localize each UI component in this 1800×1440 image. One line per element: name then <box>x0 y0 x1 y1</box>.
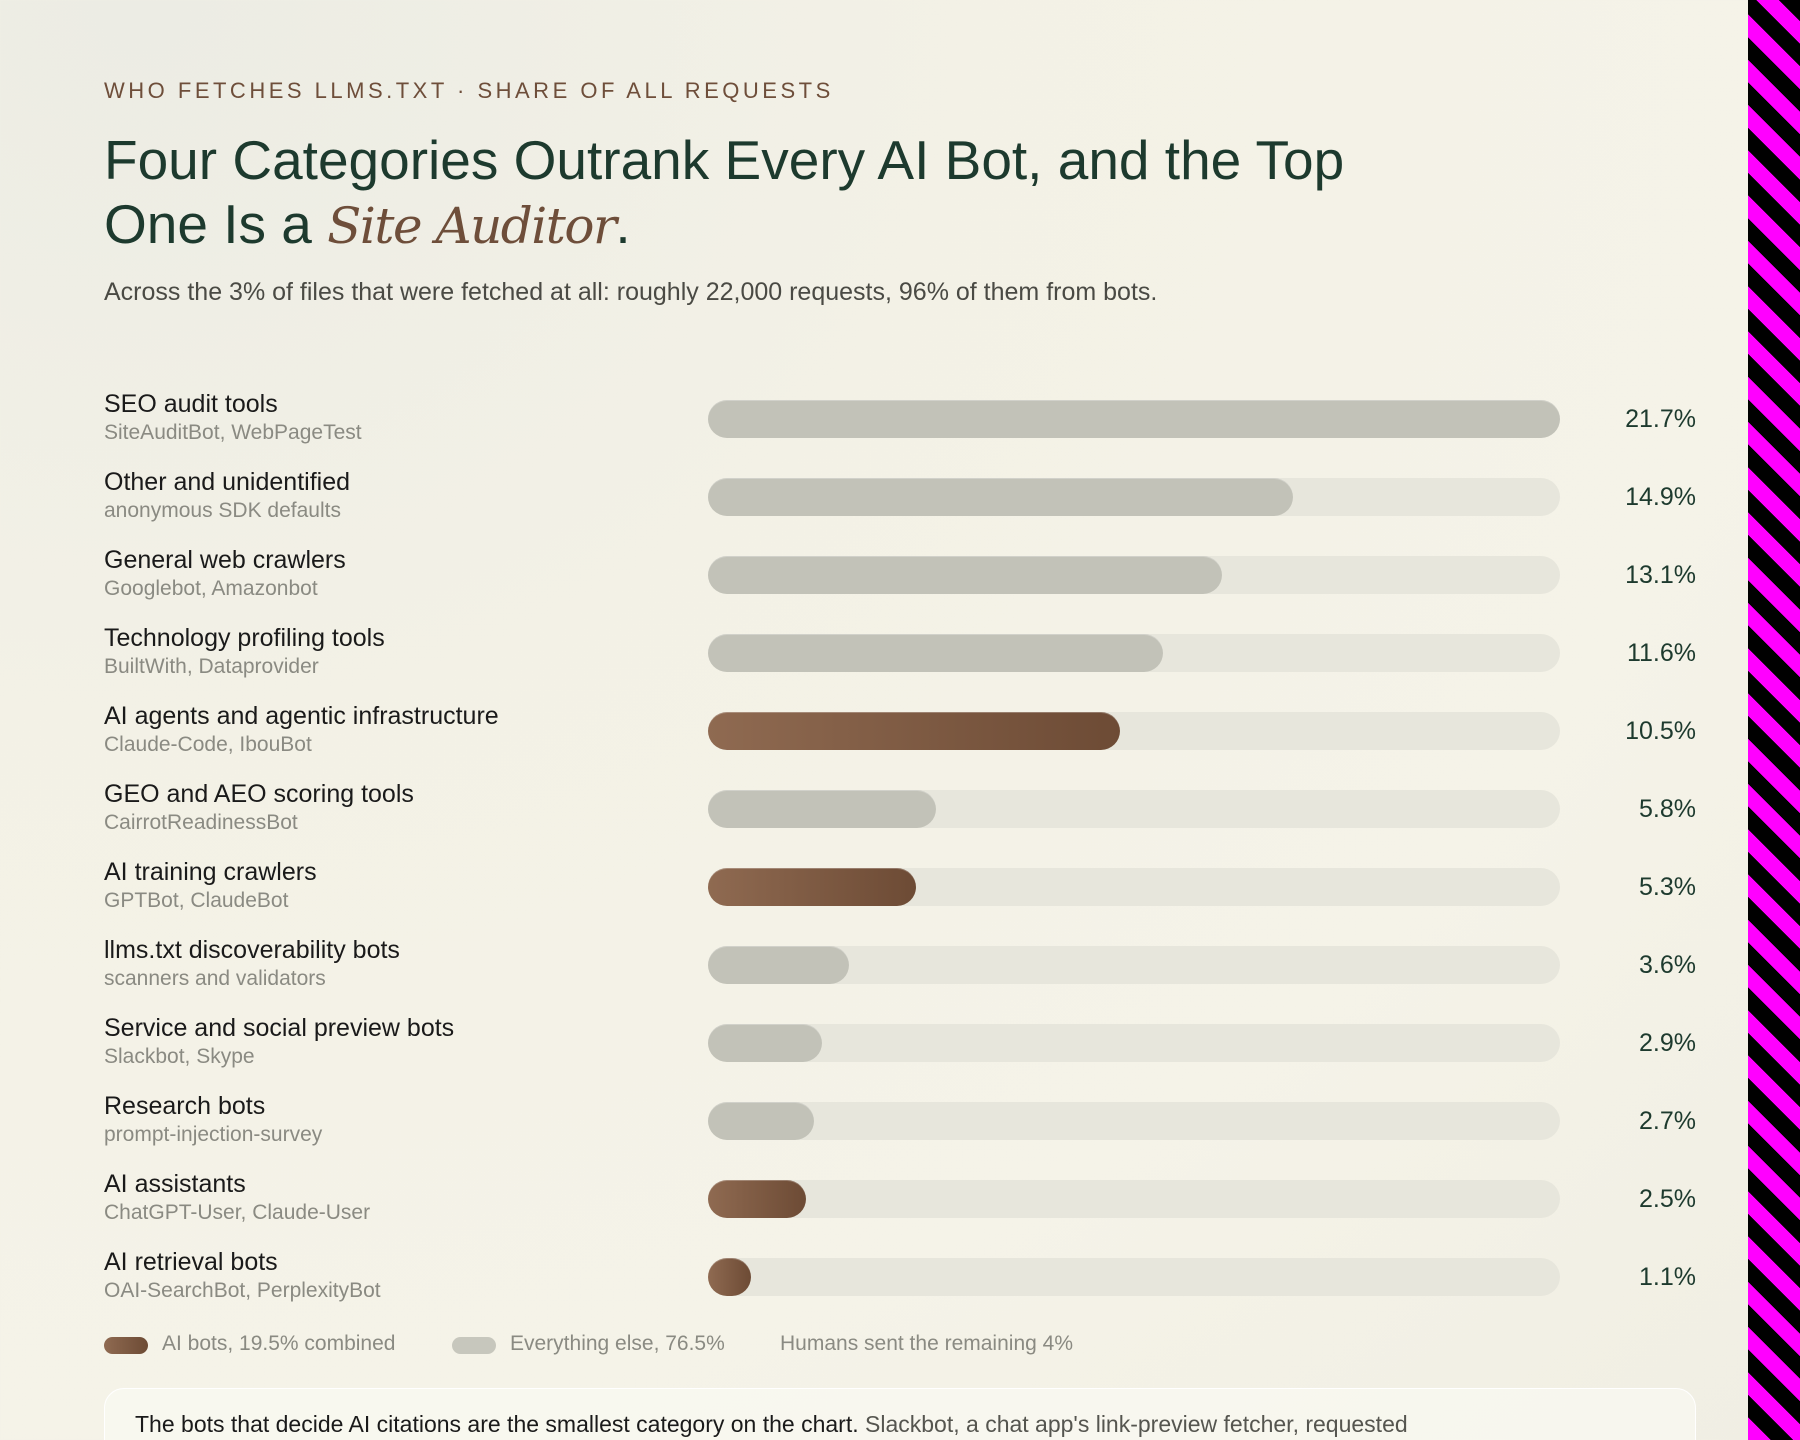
value-label: 1.1% <box>1639 1263 1696 1291</box>
bar-row: Research bots prompt-injection-survey 2.7% <box>104 1090 1696 1168</box>
category-examples: SiteAuditBot, WebPageTest <box>104 421 362 444</box>
value-label: 5.8% <box>1639 795 1696 823</box>
bar-other <box>708 1102 814 1140</box>
bar-row: AI assistants ChatGPT-User, Claude-User 2.… <box>104 1168 1696 1246</box>
value-label: 3.6% <box>1639 951 1696 979</box>
category-label: Other and unidentified <box>104 468 351 496</box>
category-label: AI retrieval bots <box>104 1248 278 1276</box>
legend-swatch-ai <box>104 1337 148 1354</box>
category-label: Research bots <box>104 1092 266 1120</box>
bar-other <box>708 946 850 984</box>
value-label: 5.3% <box>1639 873 1696 901</box>
category-label: Technology profiling tools <box>104 624 385 652</box>
category-examples: CairrotReadinessBot <box>104 811 298 834</box>
bar-other <box>708 556 1223 594</box>
bar-row: Technology profiling tools BuiltWith, Dat… <box>104 622 1696 700</box>
category-label: General web crawlers <box>104 546 346 574</box>
chart-subtitle: Across the 3% of files that were fetched… <box>104 278 1158 306</box>
bar-other <box>708 1024 822 1062</box>
bar-track <box>708 1180 1560 1218</box>
value-label: 13.1% <box>1625 561 1696 589</box>
bar-row: General web crawlers Googlebot, Amazonbot… <box>104 544 1696 622</box>
bar-row: SEO audit tools SiteAuditBot, WebPageTest… <box>104 388 1696 466</box>
value-label: 14.9% <box>1625 483 1696 511</box>
category-examples: ChatGPT-User, Claude-User <box>104 1201 371 1224</box>
category-examples: prompt-injection-survey <box>104 1123 323 1146</box>
bar-ai <box>708 868 917 906</box>
title-main-text: Four Categories Outrank Every AI Bot, an… <box>104 129 1345 255</box>
bar-track <box>708 946 1560 984</box>
bar-track <box>708 1258 1560 1296</box>
bar-track <box>708 868 1560 906</box>
bar-ai <box>708 712 1121 750</box>
category-examples: GPTBot, ClaudeBot <box>104 889 289 912</box>
legend-label-ai: AI bots, 19.5% combined <box>162 1332 396 1355</box>
chart-title: Four Categories Outrank Every AI Bot, an… <box>104 128 1404 258</box>
bar-other <box>708 478 1293 516</box>
bar-row: GEO and AEO scoring tools CairrotReadines… <box>104 778 1696 856</box>
category-label: Service and social preview bots <box>104 1014 455 1042</box>
legend-swatch-other <box>452 1337 496 1354</box>
title-end: . <box>615 193 631 255</box>
category-examples: Slackbot, Skype <box>104 1045 255 1068</box>
bar-row: AI agents and agentic infrastructure Clau… <box>104 700 1696 778</box>
value-label: 10.5% <box>1625 717 1696 745</box>
bar-other <box>708 400 1560 438</box>
value-label: 2.9% <box>1639 1029 1696 1057</box>
bar-track <box>708 712 1560 750</box>
category-examples: OAI-SearchBot, PerplexityBot <box>104 1279 381 1302</box>
legend-label-other: Everything else, 76.5% <box>510 1332 725 1355</box>
striped-edge-border <box>1748 0 1800 1440</box>
bar-row: llms.txt discoverability bots scanners an… <box>104 934 1696 1012</box>
bar-ai <box>708 1258 752 1296</box>
bar-track <box>708 556 1560 594</box>
category-examples: Claude-Code, IbouBot <box>104 733 312 756</box>
value-label: 11.6% <box>1626 639 1696 667</box>
bar-track <box>708 634 1560 672</box>
value-label: 2.5% <box>1639 1185 1696 1213</box>
bar-track <box>708 400 1560 438</box>
bar-ai <box>708 1180 807 1218</box>
category-label: AI training crawlers <box>104 858 317 886</box>
eyebrow-label: WHO FETCHES LLMS.TXT · SHARE OF ALL REQU… <box>104 78 834 103</box>
bar-other <box>708 634 1164 672</box>
legend-label-humans: Humans sent the remaining 4% <box>780 1332 1073 1355</box>
title-emphasis: Site Auditor <box>327 197 617 255</box>
bar-track <box>708 478 1560 516</box>
category-examples: scanners and validators <box>104 967 326 990</box>
category-examples: BuiltWith, Dataprovider <box>104 655 319 678</box>
value-label: 2.7% <box>1639 1107 1696 1135</box>
callout-note: The bots that decide AI citations are th… <box>104 1388 1696 1440</box>
callout-bold: The bots that decide AI citations are th… <box>135 1411 859 1437</box>
bar-track <box>708 1024 1560 1062</box>
bar-track <box>708 790 1560 828</box>
category-examples: Googlebot, Amazonbot <box>104 577 318 600</box>
bar-row: AI training crawlers GPTBot, ClaudeBot 5.3… <box>104 856 1696 934</box>
category-label: llms.txt discoverability bots <box>104 936 400 964</box>
bar-row: Service and social preview bots Slackbot,… <box>104 1012 1696 1090</box>
callout-text: Slackbot, a chat app's link-preview fetc… <box>865 1411 1408 1437</box>
category-label: SEO audit tools <box>104 390 278 418</box>
bar-other <box>708 790 936 828</box>
category-label: AI agents and agentic infrastructure <box>104 702 499 730</box>
category-examples: anonymous SDK defaults <box>104 499 341 522</box>
value-label: 21.7% <box>1625 405 1696 433</box>
category-label: GEO and AEO scoring tools <box>104 780 414 808</box>
bar-track <box>708 1102 1560 1140</box>
bar-row: Other and unidentified anonymous SDK defa… <box>104 466 1696 544</box>
category-label: AI assistants <box>104 1170 246 1198</box>
bar-row: AI retrieval bots OAI-SearchBot, Perplexi… <box>104 1246 1696 1324</box>
